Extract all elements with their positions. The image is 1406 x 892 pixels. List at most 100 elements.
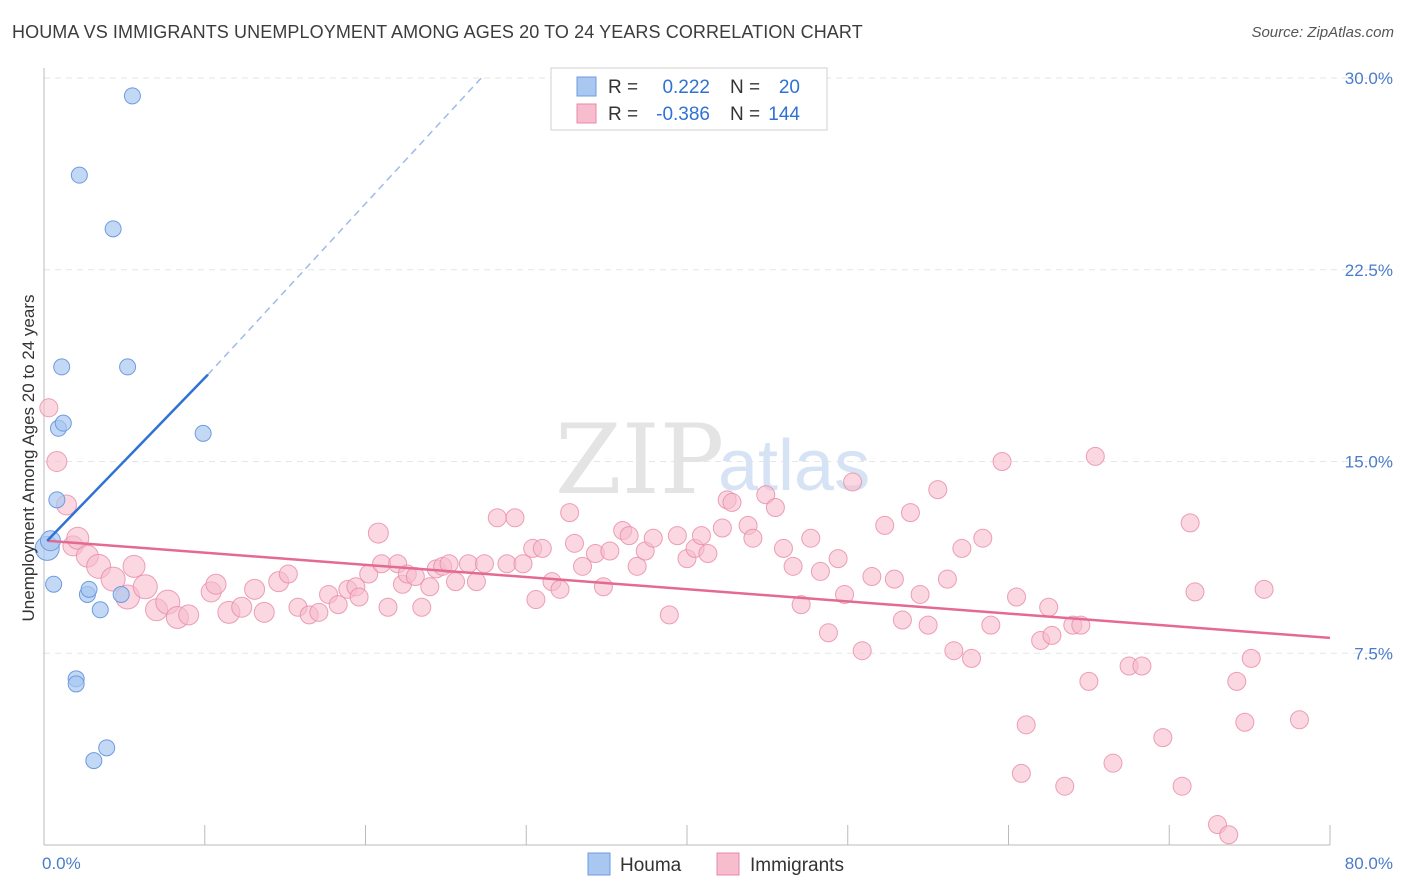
immigrants-point: [973, 528, 993, 548]
immigrants-point: [952, 538, 972, 558]
immigrants-point: [962, 648, 982, 668]
immigrants-point: [573, 556, 593, 576]
watermark-zip: ZIP: [555, 404, 724, 516]
houma-point: [194, 424, 212, 442]
x-tick-label: 80.0%: [1345, 854, 1393, 873]
immigrants-point: [862, 567, 882, 587]
houma-point: [45, 575, 63, 593]
immigrants-point: [550, 579, 570, 599]
immigrants-point: [643, 528, 663, 548]
immigrants-series: [39, 398, 1309, 845]
immigrants-point: [783, 556, 803, 576]
immigrants-n-value: 144: [768, 104, 800, 125]
immigrants-point: [372, 554, 392, 574]
immigrants-point: [801, 528, 821, 548]
houma-series: [34, 87, 212, 770]
immigrants-point: [205, 573, 227, 595]
immigrants-point: [756, 485, 776, 505]
immigrants-point: [918, 615, 938, 635]
immigrants-point: [474, 554, 494, 574]
houma-point: [48, 491, 66, 509]
chart-title: HOUMA VS IMMIGRANTS UNEMPLOYMENT AMONG A…: [12, 22, 863, 42]
immigrants-point: [412, 597, 432, 617]
immigrants-point: [39, 398, 59, 418]
immigrants-point: [1153, 728, 1173, 748]
immigrants-point: [446, 572, 466, 592]
immigrants-point: [875, 515, 895, 535]
immigrants-point: [1011, 763, 1031, 783]
immigrants-swatch: [576, 103, 597, 124]
immigrants-point: [765, 498, 785, 518]
immigrants-point: [378, 597, 398, 617]
immigrants-point: [497, 554, 517, 574]
immigrants-point: [505, 508, 525, 528]
immigrants-point: [1185, 582, 1205, 602]
houma-r-value: 0.222: [662, 77, 710, 98]
immigrants-trend-line: [47, 539, 1331, 640]
immigrants-point: [1219, 825, 1239, 845]
immigrants-point: [1007, 587, 1027, 607]
immigrants-point: [1042, 625, 1062, 645]
y-tick-label: 15.0%: [1345, 453, 1393, 472]
immigrants-point: [981, 615, 1001, 635]
immigrants-r-label: R =: [608, 104, 638, 125]
houma-n-value: 20: [779, 77, 800, 98]
houma-point: [119, 358, 137, 376]
immigrants-point: [132, 574, 158, 600]
immigrants-point: [1055, 776, 1075, 796]
immigrants-point: [773, 538, 793, 558]
immigrants-point: [420, 577, 440, 597]
immigrants-point: [828, 549, 848, 569]
houma-point: [112, 585, 130, 603]
immigrants-point: [1079, 671, 1099, 691]
houma-point: [91, 601, 109, 619]
immigrants-point: [810, 561, 830, 581]
immigrants-point: [627, 556, 647, 576]
immigrants-point: [593, 577, 613, 597]
immigrants-point: [1241, 648, 1261, 668]
immigrants-legend-label: Immigrants: [750, 855, 844, 876]
y-tick-labels: 7.5% 15.0% 22.5% 30.0%: [1345, 69, 1393, 663]
trend-lines: [46, 77, 1331, 640]
houma-legend-label: Houma: [620, 855, 682, 876]
immigrants-point: [328, 595, 348, 615]
houma-n-label: N =: [730, 77, 760, 98]
immigrants-point: [843, 472, 863, 492]
immigrants-point: [900, 503, 920, 523]
immigrants-point: [892, 610, 912, 630]
immigrants-point: [791, 595, 811, 615]
immigrants-point: [466, 572, 486, 592]
houma-point: [85, 752, 103, 770]
series-legend: Houma Immigrants: [587, 852, 844, 876]
immigrants-point: [513, 554, 533, 574]
immigrants-point: [910, 584, 930, 604]
immigrants-point: [1235, 712, 1255, 732]
houma-r-label: R =: [608, 77, 638, 98]
immigrants-point: [178, 604, 200, 626]
immigrants-point: [560, 503, 580, 523]
immigrants-point: [691, 526, 711, 546]
houma-point: [80, 580, 98, 598]
immigrants-point: [884, 569, 904, 589]
houma-point: [67, 675, 85, 693]
immigrants-point: [278, 564, 298, 584]
y-axis-label: Unemployment Among Ages 20 to 24 years: [19, 295, 38, 622]
x-axis-ticks: [43, 825, 1331, 845]
immigrants-point: [937, 569, 957, 589]
immigrants-legend-swatch: [716, 852, 740, 876]
stats-legend: R = 0.222 N = 20 R = -0.386 N = 144: [550, 67, 828, 131]
immigrants-point: [439, 554, 459, 574]
immigrants-point: [1289, 710, 1309, 730]
immigrants-point: [1254, 579, 1274, 599]
immigrants-point: [1103, 753, 1123, 773]
immigrants-point: [309, 602, 329, 622]
source-label: Source: ZipAtlas.com: [1251, 24, 1394, 41]
immigrants-point: [659, 605, 679, 625]
immigrants-n-label: N =: [730, 104, 760, 125]
immigrants-point: [349, 587, 369, 607]
immigrants-point: [743, 528, 763, 548]
immigrants-point: [852, 641, 872, 661]
immigrants-point: [244, 578, 266, 600]
y-tick-label: 22.5%: [1345, 261, 1393, 280]
y-tick-label: 30.0%: [1345, 69, 1393, 88]
